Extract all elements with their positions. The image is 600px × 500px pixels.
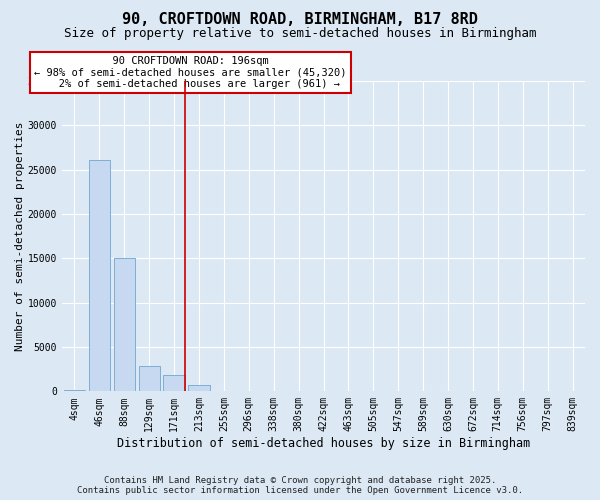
Bar [163, 376, 185, 392]
Text: 90, CROFTDOWN ROAD, BIRMINGHAM, B17 8RD: 90, CROFTDOWN ROAD, BIRMINGHAM, B17 8RD [122, 12, 478, 28]
Bar [113, 258, 135, 392]
Y-axis label: Number of semi-detached properties: Number of semi-detached properties [15, 122, 25, 351]
X-axis label: Distribution of semi-detached houses by size in Birmingham: Distribution of semi-detached houses by … [117, 437, 530, 450]
Text: Size of property relative to semi-detached houses in Birmingham: Size of property relative to semi-detach… [64, 28, 536, 40]
Bar [89, 160, 110, 392]
Bar [64, 390, 85, 392]
Bar [188, 385, 209, 392]
Text: Contains HM Land Registry data © Crown copyright and database right 2025.
Contai: Contains HM Land Registry data © Crown c… [77, 476, 523, 495]
Bar [139, 366, 160, 392]
Text: 90 CROFTDOWN ROAD: 196sqm  
← 98% of semi-detached houses are smaller (45,320)
 : 90 CROFTDOWN ROAD: 196sqm ← 98% of semi-… [34, 56, 346, 89]
Bar [214, 390, 235, 392]
